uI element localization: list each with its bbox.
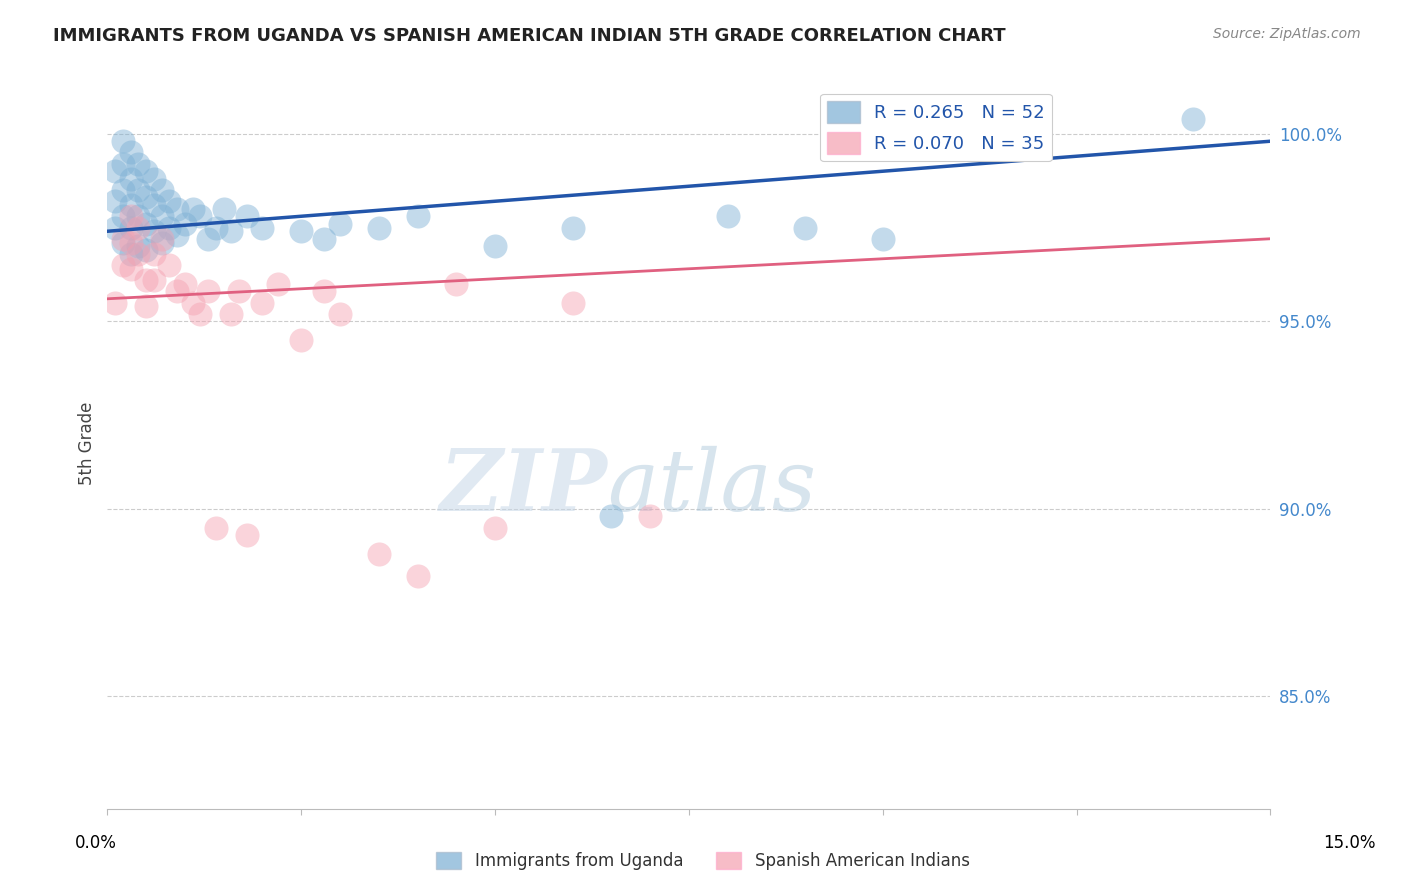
Point [142, 246, 165, 260]
Point [142, 273, 165, 287]
Point [290, 224, 312, 238]
Point [329, 217, 352, 231]
Point [314, 285, 336, 299]
Point [120, 261, 142, 276]
Point [166, 285, 188, 299]
Point [150, 235, 173, 250]
Point [104, 220, 127, 235]
Point [111, 183, 134, 197]
Text: Source: ZipAtlas.com: Source: ZipAtlas.com [1213, 27, 1361, 41]
Point [1181, 112, 1204, 126]
Point [127, 246, 149, 260]
Point [190, 209, 212, 223]
Point [166, 202, 188, 216]
Legend: R = 0.265   N = 52, R = 0.070   N = 35: R = 0.265 N = 52, R = 0.070 N = 35 [820, 94, 1052, 161]
Point [561, 295, 583, 310]
Text: atlas: atlas [607, 446, 817, 528]
Text: 0.0%: 0.0% [75, 834, 117, 852]
Point [252, 295, 274, 310]
Point [290, 333, 312, 347]
Point [135, 190, 157, 204]
Point [406, 569, 429, 583]
Point [127, 239, 149, 253]
Point [150, 183, 173, 197]
Point [205, 220, 228, 235]
Point [794, 220, 817, 235]
Point [212, 202, 235, 216]
Point [561, 220, 583, 235]
Point [157, 220, 180, 235]
Point [329, 307, 352, 321]
Point [484, 521, 506, 535]
Point [174, 217, 197, 231]
Point [181, 202, 204, 216]
Point [111, 232, 134, 246]
Point [111, 235, 134, 250]
Point [314, 232, 336, 246]
Point [135, 217, 157, 231]
Point [111, 209, 134, 223]
Point [205, 521, 228, 535]
Legend: Immigrants from Uganda, Spanish American Indians: Immigrants from Uganda, Spanish American… [430, 845, 976, 877]
Point [135, 299, 157, 313]
Point [157, 258, 180, 272]
Y-axis label: 5th Grade: 5th Grade [79, 401, 96, 485]
Point [228, 285, 250, 299]
Point [104, 295, 127, 310]
Text: 15.0%: 15.0% [1323, 834, 1376, 852]
Point [120, 220, 142, 235]
Point [120, 235, 142, 250]
Point [717, 209, 740, 223]
Point [120, 145, 142, 160]
Point [127, 157, 149, 171]
Point [127, 183, 149, 197]
Point [252, 220, 274, 235]
Point [367, 220, 389, 235]
Point [142, 198, 165, 212]
Text: IMMIGRANTS FROM UGANDA VS SPANISH AMERICAN INDIAN 5TH GRADE CORRELATION CHART: IMMIGRANTS FROM UGANDA VS SPANISH AMERIC… [53, 27, 1007, 45]
Point [135, 164, 157, 178]
Point [638, 509, 661, 524]
Point [600, 509, 623, 524]
Point [221, 224, 243, 238]
Point [367, 547, 389, 561]
Point [120, 171, 142, 186]
Point [157, 194, 180, 209]
Point [446, 277, 468, 291]
Point [872, 232, 894, 246]
Point [484, 239, 506, 253]
Point [236, 209, 259, 223]
Point [142, 224, 165, 238]
Point [150, 232, 173, 246]
Point [406, 209, 429, 223]
Point [104, 194, 127, 209]
Point [221, 307, 243, 321]
Text: ZIP: ZIP [440, 445, 607, 529]
Point [174, 277, 197, 291]
Point [181, 295, 204, 310]
Point [236, 528, 259, 542]
Point [135, 273, 157, 287]
Point [166, 227, 188, 242]
Point [127, 209, 149, 223]
Point [197, 285, 219, 299]
Point [267, 277, 290, 291]
Point [872, 112, 894, 126]
Point [120, 209, 142, 223]
Point [104, 164, 127, 178]
Point [111, 134, 134, 148]
Point [150, 209, 173, 223]
Point [127, 220, 149, 235]
Point [190, 307, 212, 321]
Point [142, 171, 165, 186]
Point [135, 243, 157, 257]
Point [120, 246, 142, 260]
Point [120, 198, 142, 212]
Point [111, 258, 134, 272]
Point [111, 157, 134, 171]
Point [197, 232, 219, 246]
